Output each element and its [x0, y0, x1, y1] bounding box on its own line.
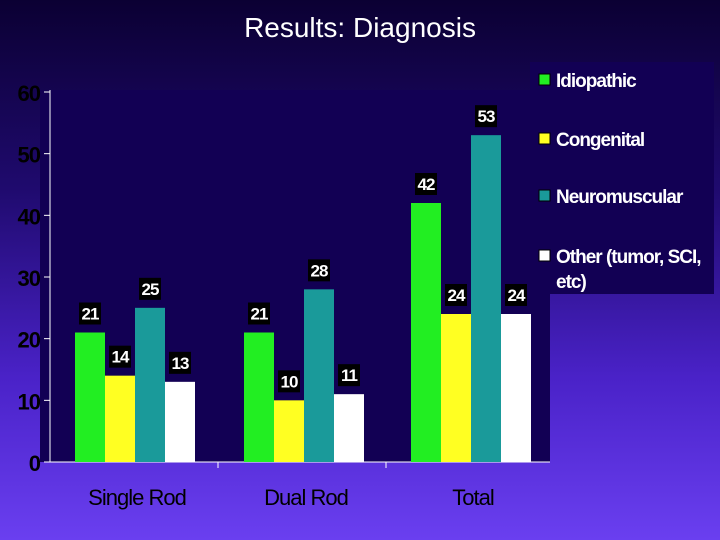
bar [274, 400, 304, 462]
y-tick-labels: 0 10 20 30 40 50 60 [18, 81, 42, 476]
bar [244, 332, 274, 462]
data-label-box [415, 173, 437, 195]
data-label-box [505, 284, 527, 306]
y-tick-label: 50 [18, 143, 41, 168]
legend-label: Neuromuscular [556, 187, 684, 208]
y-tick-label: 0 [29, 451, 41, 476]
data-label-box [109, 345, 131, 368]
data-label-box [79, 302, 101, 325]
data-label-box [308, 259, 330, 282]
y-tick-label: 10 [18, 389, 41, 414]
data-label-box [445, 284, 467, 306]
data-label: 11 [341, 366, 358, 385]
bar [334, 394, 364, 462]
data-labels: 21 14 25 13 21 10 28 11 42 24 53 24 [79, 105, 527, 393]
data-label: 24 [508, 286, 526, 305]
y-tick-label: 60 [18, 81, 41, 106]
category-labels: Single Rod Dual Rod Total [88, 485, 495, 510]
bars [75, 135, 531, 462]
bar [411, 203, 441, 462]
bar [135, 307, 165, 462]
bar [441, 314, 471, 462]
bar [165, 381, 195, 462]
legend-swatch [538, 249, 551, 262]
y-tick-label: 30 [18, 266, 41, 291]
data-label: 21 [82, 305, 99, 324]
data-label: 10 [281, 372, 298, 391]
data-label-box [475, 105, 497, 128]
data-label-box [139, 277, 161, 300]
legend-swatch [538, 73, 551, 86]
slide-title: Results: Diagnosis [244, 12, 476, 43]
legend-label: etc) [556, 272, 586, 293]
data-label: 25 [142, 280, 159, 299]
category-label: Total [452, 485, 494, 510]
data-label: 13 [172, 354, 189, 373]
legend-label: Congenital [556, 130, 644, 151]
category-label: Dual Rod [264, 485, 348, 510]
legend-label: Idiopathic [556, 71, 637, 92]
bar [304, 289, 334, 462]
data-label-box [278, 370, 300, 393]
category-label: Single Rod [88, 485, 186, 510]
bar [75, 332, 105, 462]
data-label-box [169, 351, 191, 374]
data-label: 24 [448, 286, 466, 305]
bar [501, 314, 531, 462]
legend: Idiopathic Congenital Neuromuscular Other (… [530, 62, 714, 294]
y-tick-label: 40 [18, 204, 41, 229]
data-label: 42 [418, 175, 435, 194]
bar [105, 375, 135, 462]
legend-label: Other (tumor, SCI, [556, 247, 701, 268]
data-label: 28 [311, 261, 328, 280]
legend-swatch [538, 189, 551, 202]
data-label: 53 [478, 107, 495, 126]
y-tick-label: 20 [18, 328, 41, 353]
data-label-box [248, 302, 270, 325]
data-label: 14 [112, 348, 130, 367]
legend-box [530, 62, 714, 294]
legend-swatch [538, 132, 551, 145]
bar [471, 135, 501, 462]
data-label-box [338, 364, 360, 387]
data-label: 21 [251, 305, 268, 324]
